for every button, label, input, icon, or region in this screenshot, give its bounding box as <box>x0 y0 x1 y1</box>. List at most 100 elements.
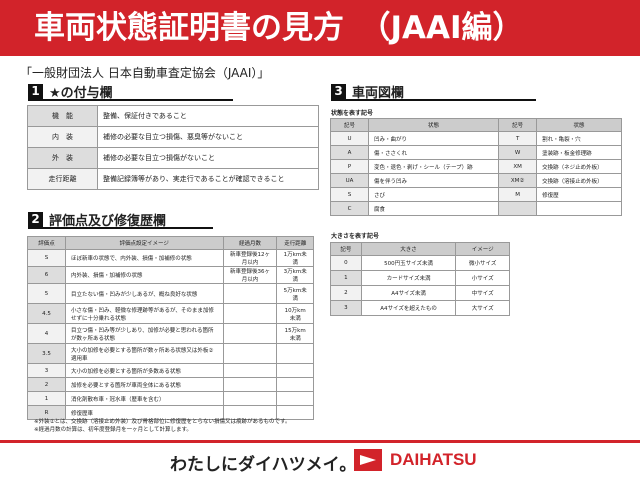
column-header: 記号 <box>330 242 362 256</box>
table-cell: 塗装跡・板金修理跡 <box>536 145 622 160</box>
table-cell: A <box>330 145 369 160</box>
table-cell: 500円玉サイズ未満 <box>360 255 457 271</box>
table-cell: 小サイズ <box>455 270 510 286</box>
column-header: 記号 <box>330 118 369 132</box>
table-cell: 2 <box>330 285 362 301</box>
table-cell: 新車登録後12ヶ月以内 <box>222 249 278 267</box>
table-row: 3.5 大小の加修を必要とする箇所が数ヶ所ある状態又は外板②適用車 <box>27 343 314 364</box>
table-cell <box>276 343 314 364</box>
table-cell <box>276 363 314 378</box>
table-cell: 3 <box>27 363 66 378</box>
table-cell: 目立たない傷・凹みが少しあるが、概ね良好な状態 <box>65 283 224 304</box>
table-cell: 傷を伴う凹み <box>367 173 500 188</box>
table-row: 2 加修を必要とする箇所が車両全体にある状態 <box>27 377 314 392</box>
table-row: S ほぼ新車の状態で、内外装、損傷・加補修の状態 新車登録後12ヶ月以内 1万km未満 <box>27 249 314 267</box>
table-cell: 割れ・亀裂・穴 <box>536 131 622 146</box>
table-cell: 5万km未満 <box>276 283 314 304</box>
table-cell: R <box>27 405 66 420</box>
table-cell: 新車登録後36ヶ月以内 <box>222 266 278 284</box>
table-cell: M <box>498 187 538 202</box>
section3-heading: 3 車両図欄 <box>331 84 536 101</box>
table-cell: S <box>27 249 66 267</box>
slogan-logo: わたしにダイハツメイ。 <box>170 455 357 475</box>
table-cell: 10万km未満 <box>276 303 314 324</box>
section-title: 車両図欄 <box>352 86 405 101</box>
state-table: 記号 状態 記号 状態 U 凹み・曲がり T 割れ・亀裂・穴 A 傷・ささくれ W 塗装跡・板金修理跡… <box>330 118 622 216</box>
table-cell: 整備、保証付きであること <box>97 105 319 127</box>
column-header: 状態 <box>367 118 500 132</box>
table-row: 4 目立つ傷・凹み等が少しあり、加修が必要と思われる箇所が数ヶ所ある状態 15万km… <box>27 323 314 344</box>
table-cell: 4.5 <box>27 303 66 324</box>
table-cell: XM <box>498 159 538 174</box>
table-row: P 変色・退色・剥げ・シール（テープ）跡 XM 交換跡（ネジ止め外板） <box>330 159 622 174</box>
table-cell <box>536 201 622 216</box>
table-cell: XM② <box>498 173 538 188</box>
table-row: C 腐食 <box>330 201 622 216</box>
table-row: 3 大小の加修を必要とする箇所が多数ある状態 <box>27 363 314 378</box>
table-cell: 交換跡（溶接止め外板） <box>536 173 622 188</box>
table-cell: C <box>330 201 369 216</box>
table-cell: 目立つ傷・凹み等が少しあり、加修が必要と思われる箇所が数ヶ所ある状態 <box>65 323 224 344</box>
brand-logo: DAIHATSU <box>390 450 477 469</box>
table-cell: 交換跡（ネジ止め外板） <box>536 159 622 174</box>
section-number: 2 <box>28 212 43 227</box>
table-cell: 6 <box>27 266 66 284</box>
table-row: 走行距離 整備記録簿等があり、実走行であることが確認できること <box>27 168 319 190</box>
table-cell: A4サイズを超えたもの <box>360 300 457 316</box>
column-header: 評価点設定イメージ <box>65 236 224 250</box>
table-cell: 外 装 <box>27 147 98 169</box>
table-cell: 内 装 <box>27 126 98 148</box>
table-cell: T <box>498 131 538 146</box>
table-cell: さび <box>367 187 500 202</box>
table-row: 2 A4サイズ未満 中サイズ <box>330 285 510 301</box>
table-cell: 大小の加修を必要とする箇所が多数ある状態 <box>65 363 224 378</box>
table-cell: W <box>498 145 538 160</box>
table-row: 機 能整備、保証付きであること <box>27 105 319 127</box>
table-cell: 5 <box>27 283 66 304</box>
header-row: 評価点 評価点設定イメージ 経過月数 走行距離 <box>27 236 314 250</box>
table-row: 4.5 小さな傷・凹み、軽微な修理跡等があるが、そのまま加修せずに十分乗れる状態 1… <box>27 303 314 324</box>
section-number: 3 <box>331 84 346 99</box>
table-cell <box>498 201 538 216</box>
table-cell: 3.5 <box>27 343 66 364</box>
table-cell: 走行距離 <box>27 168 98 190</box>
table-cell <box>222 405 278 420</box>
column-header: 評価点 <box>27 236 66 250</box>
column-header: 大きさ <box>360 242 457 256</box>
section-title: ★の付与欄 <box>49 86 113 101</box>
grade-table: 評価点 評価点設定イメージ 経過月数 走行距離 S ほぼ新車の状態で、内外装、損傷・加補修… <box>27 236 314 420</box>
table-cell: 傷・ささくれ <box>367 145 500 160</box>
table-cell <box>222 391 278 406</box>
table-cell <box>222 377 278 392</box>
table-cell: A4サイズ未満 <box>360 285 457 301</box>
table-cell: カードサイズ未満 <box>360 270 457 286</box>
table-cell: 整備記録簿等があり、実走行であることが確認できること <box>97 168 319 190</box>
daihatsu-logo-icon <box>354 449 382 471</box>
section1-heading: 1 ★の付与欄 <box>28 84 233 101</box>
table-cell <box>222 303 278 324</box>
column-header: 記号 <box>498 118 538 132</box>
table-row: R 修復歴車 <box>27 405 314 420</box>
table-cell: 腐食 <box>367 201 500 216</box>
state-label: 状態を表す記号 <box>331 110 374 117</box>
table-row: 6 内外装、損傷・加補修の状態 新車登録後36ヶ月以内 3万km未満 <box>27 266 314 284</box>
table-row: A 傷・ささくれ W 塗装跡・板金修理跡 <box>330 145 622 160</box>
table-cell: 微小サイズ <box>455 255 510 271</box>
table-cell <box>222 343 278 364</box>
table-row: 1 消化剤散布車・冠水車（歴車を含む） <box>27 391 314 406</box>
table-cell <box>276 405 314 420</box>
table-cell: 3万km未満 <box>276 266 314 284</box>
table-cell: 1万km未満 <box>276 249 314 267</box>
table-row: 5 目立たない傷・凹みが少しあるが、概ね良好な状態 5万km未満 <box>27 283 314 304</box>
column-header: 状態 <box>536 118 622 132</box>
column-header: 走行距離 <box>276 236 314 250</box>
table-cell: 15万km未満 <box>276 323 314 344</box>
size-label: 大きさを表す記号 <box>331 233 380 240</box>
table-cell: S <box>330 187 369 202</box>
table-row: 0 500円玉サイズ未満 微小サイズ <box>330 255 510 271</box>
column-header: 経過月数 <box>222 236 278 250</box>
table-cell <box>222 283 278 304</box>
table-cell: 1 <box>27 391 66 406</box>
table-cell: 変色・退色・剥げ・シール（テープ）跡 <box>367 159 500 174</box>
table-cell <box>222 323 278 344</box>
